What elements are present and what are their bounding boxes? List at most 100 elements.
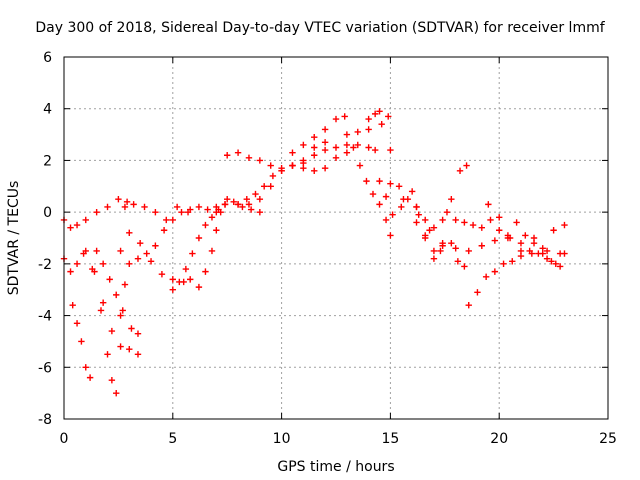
data-point bbox=[413, 219, 420, 226]
data-point bbox=[491, 237, 499, 244]
data-point bbox=[176, 278, 183, 286]
data-point bbox=[187, 276, 194, 283]
data-point bbox=[208, 214, 216, 221]
data-point bbox=[371, 110, 379, 118]
data-point bbox=[195, 203, 203, 211]
data-point bbox=[387, 232, 394, 239]
data-point bbox=[104, 351, 111, 358]
data-point bbox=[415, 211, 422, 218]
series-arc-5 bbox=[117, 203, 220, 268]
series-arc-19 bbox=[443, 208, 564, 270]
data-point bbox=[485, 201, 492, 208]
data-point bbox=[267, 183, 274, 190]
data-point bbox=[78, 338, 85, 345]
series-arc-12 bbox=[234, 108, 392, 208]
data-point bbox=[89, 265, 96, 273]
data-point bbox=[408, 188, 416, 195]
data-point bbox=[341, 113, 348, 120]
data-point bbox=[67, 268, 74, 275]
data-point bbox=[413, 203, 420, 211]
data-point bbox=[93, 247, 100, 255]
data-point bbox=[376, 177, 383, 185]
data-point bbox=[195, 283, 203, 291]
data-point bbox=[430, 224, 438, 231]
data-point bbox=[106, 276, 113, 283]
data-point bbox=[160, 227, 168, 234]
data-point bbox=[169, 286, 176, 293]
data-point bbox=[82, 216, 89, 224]
data-point bbox=[260, 183, 268, 190]
data-point bbox=[552, 260, 559, 268]
data-point bbox=[509, 258, 516, 265]
axis-ticks bbox=[63, 56, 609, 420]
series-arc-6 bbox=[121, 201, 192, 224]
data-point bbox=[321, 146, 329, 154]
data-point bbox=[398, 203, 405, 211]
data-point bbox=[530, 239, 538, 247]
data-point bbox=[382, 193, 390, 200]
data-point bbox=[365, 115, 372, 123]
data-point bbox=[152, 242, 159, 249]
data-point bbox=[169, 276, 176, 283]
data-point bbox=[430, 247, 438, 255]
data-point bbox=[513, 219, 520, 226]
data-point bbox=[234, 201, 242, 208]
data-point bbox=[189, 250, 196, 257]
data-point bbox=[389, 211, 396, 218]
data-point bbox=[548, 258, 555, 265]
data-point bbox=[134, 330, 142, 337]
data-point bbox=[550, 227, 557, 234]
data-point bbox=[136, 239, 144, 247]
series-arc-14 bbox=[343, 131, 394, 239]
data-point bbox=[104, 203, 111, 211]
data-point bbox=[363, 177, 370, 185]
data-point bbox=[267, 162, 274, 169]
data-point bbox=[141, 203, 148, 211]
series-arc-13 bbox=[289, 139, 379, 169]
data-point bbox=[321, 139, 329, 146]
data-point bbox=[439, 242, 446, 249]
data-point bbox=[556, 263, 564, 270]
series-arc-10 bbox=[213, 113, 348, 211]
data-point bbox=[224, 152, 231, 159]
series-arc-7 bbox=[126, 229, 187, 286]
data-point bbox=[163, 216, 170, 224]
data-point bbox=[517, 247, 525, 255]
data-point bbox=[256, 208, 264, 216]
data-point bbox=[99, 299, 107, 306]
y-tick-label: -6 bbox=[38, 360, 52, 376]
data-point bbox=[491, 268, 499, 275]
x-tick-label: 0 bbox=[60, 431, 69, 447]
data-point bbox=[221, 201, 229, 208]
data-point bbox=[354, 128, 361, 136]
data-point bbox=[506, 234, 514, 242]
data-point bbox=[289, 162, 296, 169]
data-point bbox=[343, 131, 351, 138]
data-point bbox=[311, 133, 318, 141]
data-point bbox=[182, 265, 190, 273]
data-point bbox=[443, 208, 451, 216]
data-point bbox=[461, 219, 468, 226]
data-point bbox=[371, 146, 379, 154]
data-point bbox=[422, 234, 429, 242]
data-point bbox=[108, 377, 116, 384]
data-point bbox=[561, 221, 568, 229]
data-point bbox=[113, 389, 120, 397]
data-point bbox=[300, 159, 307, 167]
x-tick-label: 10 bbox=[273, 431, 291, 447]
data-point bbox=[119, 307, 126, 314]
grid-lines bbox=[64, 57, 608, 419]
y-tick-label: -4 bbox=[38, 309, 52, 325]
data-point bbox=[184, 208, 192, 216]
data-point bbox=[213, 203, 220, 211]
data-point bbox=[73, 221, 81, 229]
data-point bbox=[97, 307, 105, 314]
x-tick-labels: 0 5 10 15 20 25 bbox=[60, 431, 617, 447]
data-point bbox=[245, 201, 253, 208]
data-point bbox=[465, 247, 472, 255]
data-point bbox=[128, 325, 135, 332]
data-point bbox=[73, 260, 81, 268]
data-point bbox=[496, 214, 503, 221]
data-point bbox=[517, 239, 525, 247]
data-point bbox=[482, 273, 490, 280]
